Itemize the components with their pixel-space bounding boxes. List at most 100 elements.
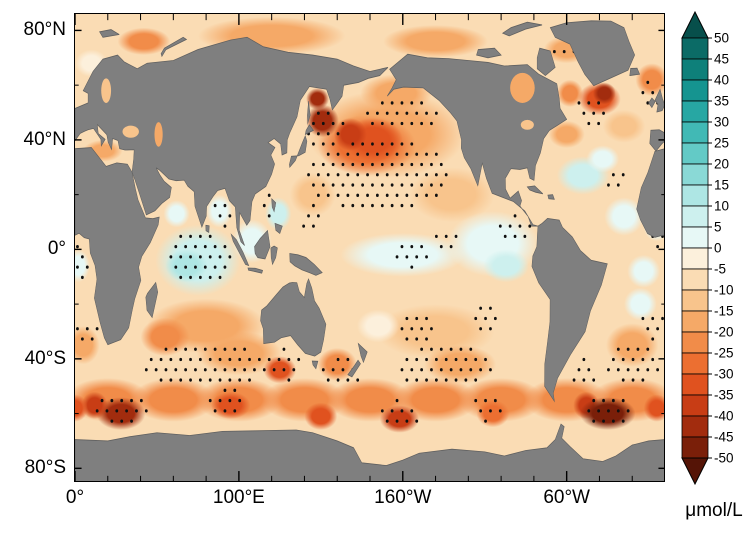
- colorbar-segment: [681, 247, 709, 270]
- world-map: [75, 14, 665, 482]
- landmass-maritime-southeast-asia: [230, 197, 283, 274]
- colorbar-segment: [681, 58, 709, 81]
- landmass-africa: [75, 147, 160, 346]
- y-axis-tick-label: 80°N: [23, 19, 66, 41]
- landmass-caribbean-islands: [526, 185, 555, 200]
- colorbar-tick-label: 5: [714, 220, 722, 235]
- colorbar-segment: [681, 352, 709, 375]
- colorbar-segment: [681, 184, 709, 207]
- anomaly-region: [81, 391, 108, 420]
- colorbar-segment: [681, 394, 709, 417]
- colorbar-tick-label: 45: [714, 52, 729, 67]
- landmass-sri-lanka: [205, 224, 210, 233]
- anomaly-region: [196, 331, 282, 376]
- anomaly-region: [317, 347, 357, 381]
- anomaly-region: [263, 356, 297, 384]
- x-axis-tick-label: 0°: [65, 487, 85, 508]
- colorbar: 50454035302520151050-5-10-15-20-25-30-35…: [681, 10, 734, 486]
- stipple-layer: [76, 49, 664, 423]
- colorbar-segment: [681, 79, 709, 102]
- colorbar-segment: [681, 310, 709, 333]
- anomaly-region: [579, 397, 636, 430]
- landmass-arctic-archipelago: [476, 21, 556, 77]
- landmass-madagascar: [145, 281, 159, 319]
- anomaly-region: [306, 104, 339, 138]
- anomaly-region: [206, 194, 233, 228]
- anomaly-region: [409, 167, 495, 222]
- anomaly-region: [635, 63, 665, 97]
- colorbar-segment: [681, 205, 709, 228]
- colorbar-tick-label: -5: [714, 262, 726, 277]
- anomaly-region: [75, 394, 89, 422]
- colorbar-tick-label: -45: [714, 430, 734, 445]
- anomaly-region: [606, 323, 659, 368]
- colorbar-segment: [681, 436, 709, 459]
- colorbar-tick-label: -10: [714, 283, 734, 298]
- colorbar-tick-label: -25: [714, 346, 734, 361]
- colorbar-tick-label: 40: [714, 73, 729, 88]
- anomaly-region: [140, 317, 190, 357]
- anomaly-region: [586, 145, 620, 173]
- landmass-iceland: [629, 67, 641, 77]
- colorbar-segment: [681, 163, 709, 186]
- anomaly-region: [356, 309, 400, 343]
- anomaly-region: [96, 397, 146, 430]
- colorbar-tick-label: 30: [714, 115, 729, 130]
- y-axis-tick-label: 0°: [47, 238, 66, 260]
- anomaly-region: [117, 27, 171, 56]
- anomaly-region: [340, 232, 466, 277]
- colorbar-segment: [681, 268, 709, 291]
- inland-sea: [122, 125, 139, 138]
- colorbar-segment: [681, 100, 709, 123]
- anomaly-region: [556, 79, 584, 108]
- colorbar-tick-label: -30: [714, 367, 734, 382]
- colorbar-segment: [681, 415, 709, 438]
- y-axis-tick-label: 40°S: [24, 347, 66, 369]
- colorbar-segment: [681, 331, 709, 354]
- anomaly-region: [643, 394, 665, 422]
- landmass-greenland: [549, 20, 635, 87]
- colorbar-segment: [681, 121, 709, 144]
- anomaly-region: [289, 172, 336, 217]
- y-axis-tick-label: 40°N: [23, 128, 66, 150]
- colorbar-tick-label: -20: [714, 325, 734, 340]
- anomaly-region: [602, 109, 646, 143]
- colorbar-segment: [681, 373, 709, 396]
- y-axis-tick-label: 80°S: [24, 457, 66, 479]
- colorbar-segment: [681, 289, 709, 312]
- colorbar-tick-label: 35: [714, 94, 729, 109]
- anomaly-region: [211, 391, 251, 420]
- landmass-new-zealand: [347, 342, 368, 378]
- x-axis-tick-label: 60°W: [543, 487, 590, 508]
- inland-seas-layer: [101, 72, 535, 147]
- anomaly-region: [163, 200, 190, 228]
- anomaly-region: [333, 118, 367, 151]
- anomaly-region: [483, 249, 529, 283]
- anomaly-region: [604, 197, 644, 236]
- anomaly-region: [304, 402, 338, 430]
- colorbar-arrow-up: [681, 10, 709, 39]
- anomaly-region: [379, 405, 420, 433]
- landmass-new-guinea: [289, 253, 323, 276]
- colorbar-segment: [681, 37, 709, 60]
- landmass-eurasia: [75, 36, 389, 246]
- axis-ticks-layer: [75, 14, 665, 482]
- landmass-arctic-russian-islands: [99, 29, 188, 58]
- colorbar-unit-label: μmol/L: [685, 500, 743, 521]
- inland-sea: [154, 122, 163, 147]
- x-axis-tick-label: 100°E: [212, 487, 265, 508]
- colorbar-tick-label: 50: [714, 31, 729, 46]
- colorbar-tick-label: -40: [714, 409, 734, 424]
- landmass-tasmania: [311, 360, 319, 370]
- colorbar-tick-label: -15: [714, 304, 734, 319]
- anomaly-region: [75, 249, 90, 283]
- anomaly-layer: [75, 16, 665, 433]
- landmass-antarctica: [75, 423, 665, 482]
- landmass-south-america: [531, 218, 608, 403]
- anomaly-region: [130, 378, 216, 422]
- landmass-australia: [260, 278, 327, 357]
- anomaly-region: [75, 326, 100, 365]
- anomaly-region: [592, 82, 616, 105]
- colorbar-tick-label: 15: [714, 178, 729, 193]
